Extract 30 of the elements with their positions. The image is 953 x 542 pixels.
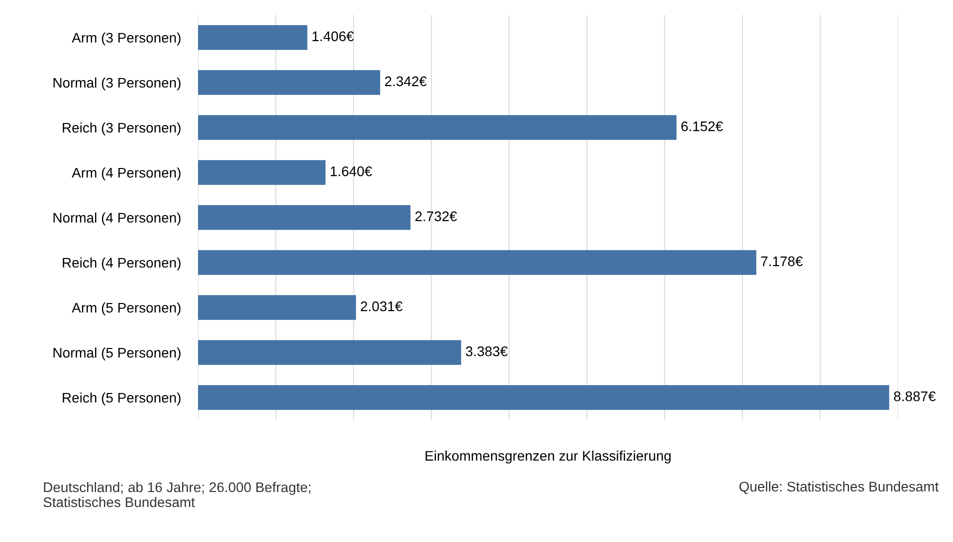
y-tick-label: Reich (4 Personen)	[62, 257, 180, 270]
y-tick-label: Reich (3 Personen)	[62, 122, 180, 136]
x-axis-title: Einkommensgrenzen zur Klassifizierung	[426, 450, 671, 464]
source-note: Quelle: Statistisches Bundesamt	[739, 481, 939, 494]
bar	[198, 205, 410, 230]
y-tick-label: Normal (5 Personen)	[54, 347, 180, 360]
data-label: 1.640€	[330, 166, 372, 176]
bar	[198, 385, 890, 410]
bar	[198, 295, 356, 320]
bar	[198, 70, 380, 95]
y-tick-label: Arm (3 Personen)	[72, 32, 180, 46]
y-tick-label: Arm (4 Personen)	[72, 167, 180, 180]
data-label: 2.342€	[385, 76, 427, 86]
data-label: 6.152€	[681, 121, 723, 132]
y-tick-label: Arm (5 Personen)	[72, 302, 180, 316]
data-label: 3.383€	[466, 346, 508, 356]
bar	[198, 250, 756, 275]
y-tick-label: Reich (5 Personen)	[62, 392, 180, 406]
data-label: 2.031€	[360, 301, 402, 312]
bar	[198, 115, 676, 140]
data-label: 8.887€	[894, 391, 936, 402]
data-label: 2.732€	[415, 211, 457, 222]
data-label: 1.406€	[312, 31, 354, 42]
text: Deutschland; ab 16 Jahre; 26.000 Befragte; Statistisches Bundesamt	[44, 482, 310, 508]
bar	[198, 160, 326, 185]
data-label: 7.178€	[761, 256, 803, 266]
bar	[198, 340, 462, 365]
y-tick-label: Normal (3 Personen)	[54, 77, 180, 90]
y-tick-label: Normal (4 Personen)	[54, 212, 180, 226]
bar	[198, 25, 308, 50]
